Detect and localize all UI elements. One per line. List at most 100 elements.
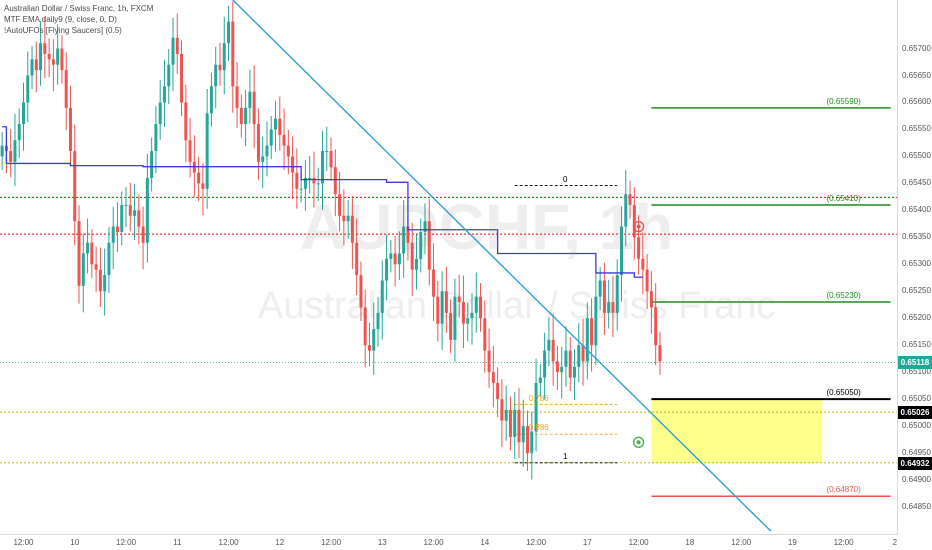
candle-body [436,296,440,324]
time-tick-label: 13 [377,538,387,547]
candle-body [0,145,4,157]
time-tick-label: 12:00 [628,538,649,547]
candle-body [180,53,184,103]
time-tick-label: 12:00 [731,538,752,547]
candle-body [239,107,243,125]
candle-body [86,242,90,254]
candle-body [162,86,166,103]
candle-body [21,102,25,125]
time-tick-label: 10 [70,538,80,547]
candle-body [487,350,491,373]
candle-body [427,221,431,270]
candle-body [590,318,594,346]
legend-ufo[interactable]: !AutoUFOs [Flying Saucers] (0.5) [4,26,122,35]
candle-body [282,134,286,146]
candle-body [504,409,508,421]
target-label-4: (0.64870) [826,485,861,495]
candle-body [303,178,307,189]
fib-label-1: 0.786 [528,393,549,403]
candle-body [389,253,393,259]
candle-body [496,382,500,400]
candle-body [513,409,517,437]
candle-body [60,48,64,71]
candle-body [491,372,495,383]
candle-body [167,64,171,87]
candle-body [154,124,158,152]
price-tick-label: 0.65100 [902,367,931,377]
price-tick-label: 0.65700 [902,43,931,53]
candle-body [555,361,559,373]
candle-body [248,91,252,108]
candle-body [338,194,342,216]
candle-body [333,167,337,195]
candle-body [316,183,320,185]
candle-body [103,275,107,292]
candle-body [414,258,418,270]
candle-body [658,345,662,362]
time-tick-label: 17 [582,538,592,547]
candle-body [530,431,534,454]
candle-body [175,37,179,54]
candle-body [521,426,525,443]
candle-body [133,210,137,216]
price-tick-label: 0.65200 [902,313,931,323]
candle-body [291,156,295,173]
fib-label-2: 0.886 [528,423,549,433]
candle-body [150,151,154,178]
candle-body [81,253,85,286]
candle-body [573,366,577,378]
candle-body [461,302,465,324]
candle-body [137,210,141,227]
candle-body [577,345,581,367]
candle-body [235,86,239,108]
candle-body [278,118,282,135]
candle-body [457,296,461,303]
candle-body [619,226,623,276]
candle-body [171,37,175,65]
candle-body [214,64,218,87]
candle-body [158,102,162,125]
candle-body [261,156,265,162]
candle-body [346,215,350,222]
time-tick-label: 12:00 [526,538,547,547]
candle-body [632,204,636,238]
price-tick-label: 0.65500 [902,151,931,161]
buy-zone [651,399,823,463]
price-tick-label: 0.65300 [902,259,931,269]
candle-body [419,231,423,259]
candle-body [359,275,363,308]
candle-body [68,107,72,152]
candle-body [227,21,231,44]
candle-body [538,377,542,383]
target-label-0: (0.65590) [826,96,861,106]
candle-body [534,382,538,432]
candle-body [350,215,354,243]
candle-body [568,350,572,378]
time-tick-label: 12:00 [116,538,137,547]
candle-body [274,118,278,130]
candle-body [13,140,17,162]
candle-body [17,124,21,141]
candle-body [380,280,384,313]
candle-body [517,409,521,443]
legend-ema[interactable]: MTF EMA daily9 (9, close, 0, D) [4,15,117,24]
candle-body [402,226,406,254]
candle-body [645,269,649,292]
candle-body [209,86,213,114]
candle-body [444,291,448,313]
trendline [232,0,772,532]
ufo-marker-dot-green [636,440,641,445]
price-tick-label: 0.65250 [902,286,931,296]
price-tick-label: 0.64850 [902,502,931,512]
candle-body [231,21,235,87]
candle-body [64,70,68,108]
candle-body [551,339,555,362]
legend-title: Australian Dollar / Swiss Franc, 1h, FXC… [4,4,154,13]
candle-body [598,280,602,297]
candle-body [39,43,43,71]
target-label-2: (0.65230) [826,291,861,301]
price-tick-label: 0.65050 [902,394,931,404]
candle-body [432,269,436,297]
candle-body [607,302,611,313]
